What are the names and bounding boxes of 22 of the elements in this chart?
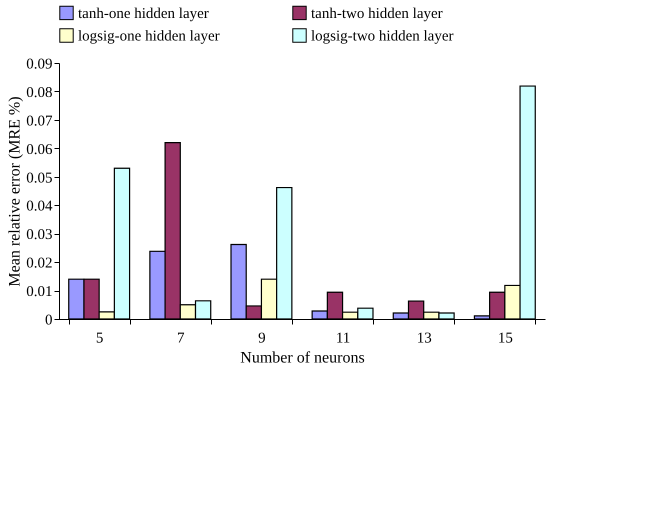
x-tick-label: 15	[498, 330, 513, 346]
x-tick-label: 7	[177, 330, 186, 346]
x-tick-label: 9	[258, 330, 266, 346]
legend-label: tanh-one hidden layer	[78, 6, 209, 22]
y-tick-label: 0.08	[26, 84, 52, 101]
x-tick-label: 11	[336, 330, 350, 346]
y-tick-label: 0.09	[26, 56, 52, 72]
legend-label: tanh-two hidden layer	[311, 6, 443, 22]
y-tick-label: 0.02	[26, 256, 52, 272]
x-tick-label: 13	[416, 330, 432, 346]
y-tick-label: 0.05	[26, 170, 52, 186]
y-tick-label: 0.01	[26, 284, 52, 300]
y-tick-label: 0.03	[26, 227, 52, 244]
x-axis-title: Number of neurons	[240, 350, 365, 366]
legend-label: logsig-one hidden layer	[78, 28, 220, 44]
y-tick-label: 0.07	[26, 113, 53, 130]
x-tick-label: 5	[96, 330, 104, 346]
legend-label: logsig-two hidden layer	[311, 28, 454, 44]
y-tick-label: 0.04	[26, 198, 53, 215]
y-tick-label: 0	[45, 312, 52, 328]
y-axis-title: Mean relative error (MRE %)	[6, 96, 24, 287]
y-tick-label: 0.06	[26, 142, 53, 158]
